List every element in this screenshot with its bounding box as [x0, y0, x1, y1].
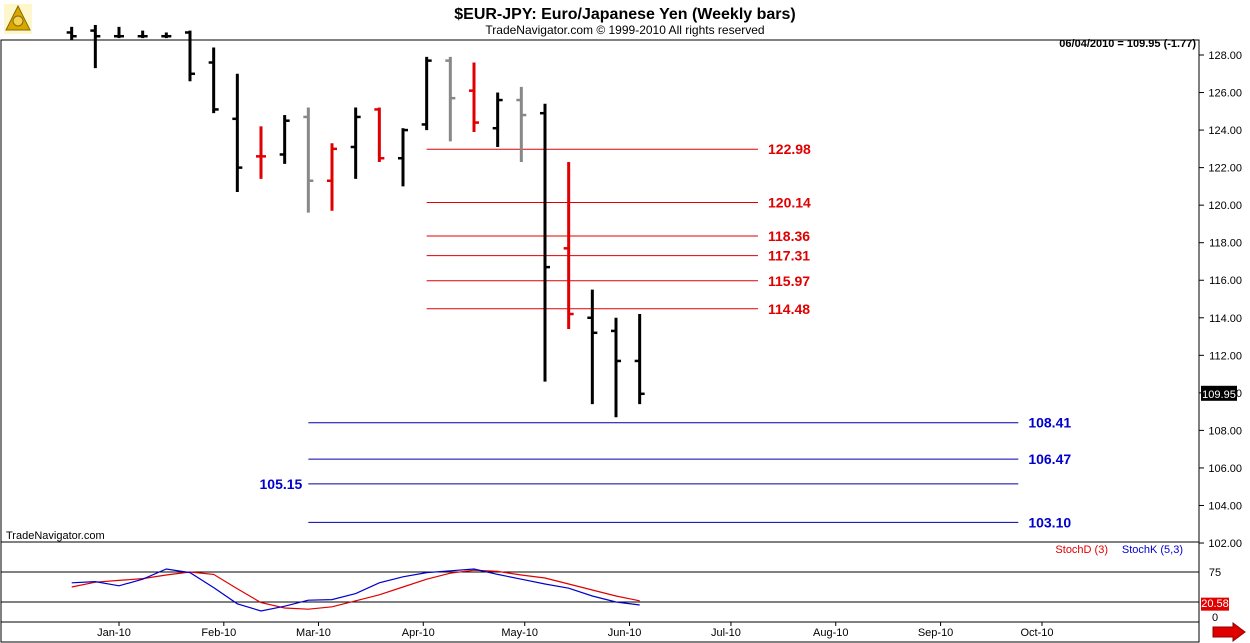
ohlc-bar: [185, 30, 195, 82]
tradenavigator-logo-icon[interactable]: [4, 4, 32, 34]
last-price-label: 109.95: [1202, 389, 1236, 401]
ohlc-bar: [327, 143, 337, 211]
time-tick-label: Mar-10: [296, 627, 331, 639]
ohlc-bar: [279, 115, 290, 164]
time-tick-label: Oct-10: [1020, 627, 1053, 639]
stochd-legend: StochD (3): [1055, 544, 1108, 556]
level-label: 120.14: [768, 195, 811, 211]
ohlc-bar: [445, 56, 456, 142]
time-tick-label: Feb-10: [201, 627, 236, 639]
price-tick-label: 114.00: [1209, 313, 1242, 325]
level-label: 118.36: [768, 228, 810, 244]
stoch-tick-label: 0: [1212, 612, 1218, 624]
level-label: 108.41: [1028, 415, 1071, 431]
ohlc-bar: [66, 26, 77, 40]
ohlc-bar: [516, 86, 527, 162]
ohlc-bar: [634, 314, 645, 405]
ohlc-bar: [114, 26, 124, 39]
level-label: 105.15: [260, 476, 303, 492]
price-levels: 122.98 120.14 118.36 117.31 115.97 114.48 108.…: [260, 141, 1072, 530]
price-axis: 128.00 126.00 124.00 122.00 120.00 118.00 116.…: [1199, 50, 1242, 550]
ohlc-bar: [611, 317, 621, 418]
price-tick-label: 104.00: [1208, 500, 1242, 512]
price-tick-label: 102.00: [1208, 538, 1242, 550]
stoch-series-line: [71, 568, 640, 612]
time-axis: Jan-10 Feb-10 Mar-10 Apr-10 May-10 Jun-10 Jul-…: [97, 622, 1054, 639]
stoch-tick-label: 75: [1209, 567, 1221, 579]
ohlc-bar: [350, 107, 361, 179]
price-tick-label: 106.00: [1208, 463, 1242, 475]
price-tick-label: 128.00: [1208, 50, 1242, 62]
chart-title: $EUR-JPY: Euro/Japanese Yen (Weekly bars…: [454, 6, 795, 23]
level-label: 103.10: [1028, 514, 1071, 530]
time-tick-label: Jun-10: [608, 627, 642, 639]
stoch-last-tag: 20.58: [1201, 597, 1229, 611]
price-readout: 06/04/2010 = 109.95 (-1.77): [1059, 38, 1196, 50]
price-tick-label: 118.00: [1209, 238, 1242, 250]
ohlc-bar: [232, 73, 243, 193]
level-label: 114.48: [768, 301, 810, 317]
ohlc-bar: [398, 128, 408, 187]
price-tick-label: 126.00: [1208, 88, 1242, 100]
price-tick-label: 108.00: [1208, 425, 1242, 437]
ohlc-bar: [492, 92, 503, 147]
time-tick-label: May-10: [501, 627, 538, 639]
ohlc-bar: [161, 32, 172, 39]
level-label: 106.47: [1028, 451, 1071, 467]
time-tick-label: Apr-10: [402, 627, 435, 639]
ohlc-bar: [374, 107, 385, 162]
last-price-tag: 109.95: [1201, 385, 1237, 401]
ohlc-bar: [303, 107, 314, 213]
stochk-legend: StochK (5,3): [1122, 544, 1183, 556]
stoch-last-label: 20.58: [1201, 598, 1229, 610]
watermark: TradeNavigator.com: [6, 530, 105, 542]
price-tick-label: 120.00: [1208, 200, 1242, 212]
level-label: 122.98: [768, 141, 811, 157]
ohlc-bar: [469, 62, 479, 132]
ohlc-bar: [90, 24, 101, 69]
ohlc-bar: [208, 47, 219, 114]
price-tick-label: 124.00: [1208, 125, 1242, 137]
ohlc-bar: [563, 161, 574, 330]
ohlc-bar: [540, 103, 550, 382]
scroll-right-icon[interactable]: [1212, 622, 1246, 642]
ohlc-bar: [421, 56, 432, 131]
stochastic-indicator: 75250: [1, 567, 1221, 624]
ohlc-bar: [256, 126, 266, 179]
chart-subtitle: TradeNavigator.com © 1999-2010 All right…: [485, 23, 764, 37]
ohlc-bars: [66, 24, 645, 418]
level-label: 117.31: [768, 248, 810, 264]
ohlc-bar: [137, 30, 148, 39]
time-tick-label: Jan-10: [97, 627, 131, 639]
time-axis-frame: [0, 621, 1200, 643]
ohlc-bar: [587, 289, 598, 405]
price-tick-label: 122.00: [1208, 163, 1242, 175]
time-tick-label: Sep-10: [918, 627, 953, 639]
level-label: 115.97: [768, 273, 810, 289]
time-tick-label: Aug-10: [813, 627, 848, 639]
time-tick-label: Jul-10: [711, 627, 741, 639]
price-tick-label: 116.00: [1209, 275, 1242, 287]
stoch-series-line: [71, 569, 640, 610]
price-tick-label: 112.00: [1209, 350, 1242, 362]
